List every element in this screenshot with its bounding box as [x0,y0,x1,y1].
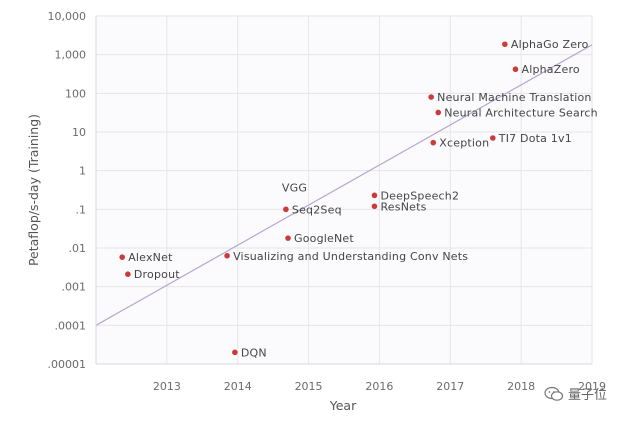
point-label: DeepSpeech2 [380,189,459,202]
axes: 10,000 1,000 100 10 1 .1 .01 .001 .0001 .00001 201… [48,10,607,393]
data-point [430,139,437,146]
watermark: 量子位 [544,384,607,403]
point-label: Visualizing and Understanding Conv Nets [233,250,468,263]
point-label: AlexNet [128,251,173,264]
data-point [119,254,126,260]
x-tick-label: 2018 [507,380,535,393]
trend-line-layer [95,44,593,326]
point-label: Xception [439,137,489,150]
data-point [502,41,508,48]
data-point [435,109,442,116]
y-axis-title: Petaflop/s-day (Training) [26,114,41,266]
data-point [428,94,434,100]
x-axis-title: Year [329,398,357,413]
point-label: DQN [241,346,267,359]
data-point [512,66,519,73]
y-tick-label: 1,000 [55,49,87,62]
point-label: GoogleNet [294,232,354,245]
y-tick-label: 10,000 [48,10,87,23]
data-point [125,271,131,278]
x-tick-label: 2015 [295,380,323,393]
data-points: AlexNet Dropout Visualizing and Understand… [119,38,598,359]
point-label: Seq2Seq [292,203,342,216]
x-tick-label: 2016 [365,380,393,393]
data-point [283,206,289,213]
data-point [371,203,378,210]
y-tick-label: .01 [69,242,87,255]
point-label: Neural Machine Translation [437,91,591,104]
point-label: Dropout [134,268,180,281]
data-point [371,192,378,199]
y-tick-label: .00001 [48,358,87,371]
y-tick-label: 1 [79,165,86,178]
x-tick-label: 2013 [153,380,181,393]
point-label: ResNets [380,200,426,213]
point-label: VGG [282,181,307,194]
point-label: AlphaGo Zero [511,38,589,51]
point-label: AlphaZero [521,63,579,76]
plot-area [96,16,592,364]
grid [96,15,593,365]
x-tick-label: 2019 [578,380,606,393]
point-label: Neural Architecture Search [444,106,598,119]
x-tick-label: 2014 [224,380,252,393]
data-point [490,135,496,141]
y-tick-label: 10 [72,126,86,139]
y-tick-label: .1 [76,203,87,216]
watermark-text: 量子位 [568,388,608,403]
wechat-icon [544,386,564,401]
x-tick-label: 2017 [436,380,464,393]
data-point [285,235,291,241]
y-tick-label: 100 [65,87,86,100]
y-tick-label: .0001 [55,319,87,332]
trend-line [95,44,593,326]
y-tick-label: .001 [62,281,87,294]
point-label: TI7 Dota 1v1 [498,132,572,145]
data-point [232,349,238,356]
data-point [224,252,230,259]
